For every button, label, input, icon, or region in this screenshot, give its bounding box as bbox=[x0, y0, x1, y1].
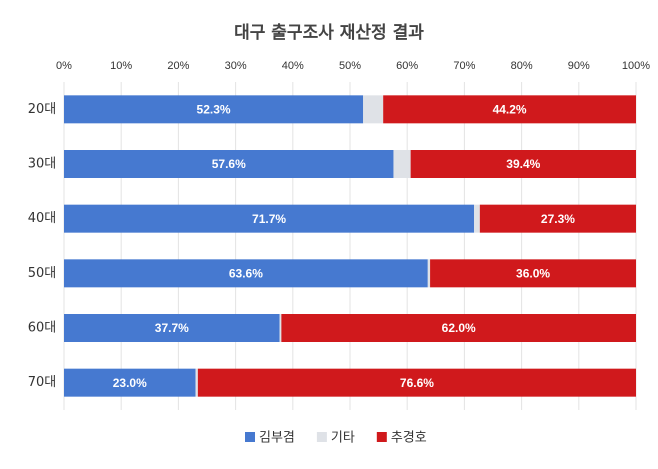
y-tick-label: 30대 bbox=[28, 157, 57, 172]
bar-segment bbox=[195, 368, 198, 397]
x-tick-label: 20% bbox=[167, 60, 189, 72]
y-tick-label: 20대 bbox=[28, 102, 57, 117]
data-label: 23.0% bbox=[113, 376, 147, 390]
data-label: 39.4% bbox=[506, 157, 540, 171]
bar-segment bbox=[279, 314, 282, 342]
bar-segment bbox=[64, 259, 428, 288]
bar-segment bbox=[479, 204, 636, 233]
data-label: 71.7% bbox=[252, 212, 286, 226]
data-label: 76.6% bbox=[400, 376, 434, 390]
y-tick-label: 50대 bbox=[28, 266, 57, 281]
data-label: 36.0% bbox=[516, 267, 550, 281]
legend-swatch bbox=[245, 432, 255, 442]
bar-segment bbox=[410, 150, 636, 178]
legend-label: 추경호 bbox=[391, 431, 427, 446]
x-tick-label: 0% bbox=[56, 60, 72, 72]
x-tick-label: 10% bbox=[110, 60, 132, 72]
legend-label: 김부겸 bbox=[259, 431, 295, 446]
bar-segment bbox=[64, 150, 394, 178]
bar-segment bbox=[64, 204, 475, 233]
x-tick-label: 100% bbox=[622, 60, 650, 72]
bar-segment bbox=[64, 95, 364, 124]
x-tick-label: 80% bbox=[511, 60, 533, 72]
bar-segment bbox=[474, 204, 480, 233]
x-tick-label: 40% bbox=[282, 60, 304, 72]
data-label: 27.3% bbox=[541, 212, 575, 226]
x-tick-label: 50% bbox=[339, 60, 361, 72]
data-label: 63.6% bbox=[229, 267, 263, 281]
legend-swatch bbox=[376, 432, 387, 442]
data-label: 57.6% bbox=[212, 157, 246, 171]
legend-swatch bbox=[316, 432, 327, 442]
y-tick-label: 70대 bbox=[28, 375, 57, 390]
bar-segment bbox=[64, 314, 280, 342]
data-label: 52.3% bbox=[197, 103, 231, 117]
x-tick-label: 60% bbox=[396, 60, 418, 72]
bar-segment bbox=[64, 368, 196, 397]
bar-segment bbox=[383, 95, 636, 124]
legend-label: 기타 bbox=[331, 431, 355, 446]
bar-segment bbox=[427, 259, 431, 288]
bar-segment bbox=[281, 314, 636, 342]
x-tick-label: 90% bbox=[568, 60, 590, 72]
data-label: 37.7% bbox=[155, 321, 189, 335]
bar-segment bbox=[363, 95, 384, 124]
y-tick-label: 60대 bbox=[28, 321, 57, 336]
bar-segment bbox=[197, 368, 636, 397]
data-label: 44.2% bbox=[493, 103, 527, 117]
x-tick-label: 70% bbox=[453, 60, 475, 72]
bar-segment bbox=[430, 259, 636, 288]
y-tick-label: 40대 bbox=[28, 211, 57, 226]
bar-segment bbox=[393, 150, 411, 178]
chart-title: 대구 출구조사 재산정 결과 bbox=[234, 23, 424, 43]
x-tick-label: 30% bbox=[225, 60, 247, 72]
data-label: 62.0% bbox=[442, 321, 476, 335]
